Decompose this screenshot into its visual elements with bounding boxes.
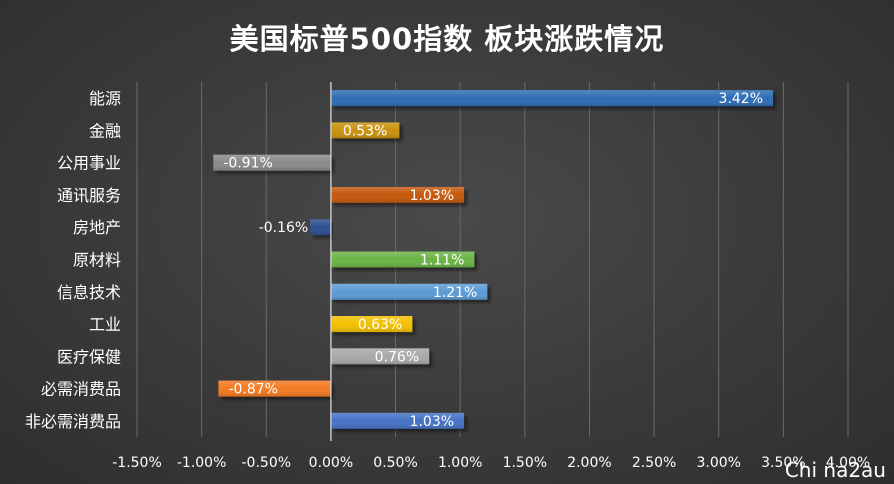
- bar-shade: [330, 283, 488, 300]
- bar-shade: [218, 380, 331, 397]
- data-label: -0.87%: [228, 382, 278, 398]
- x-tick-label: 1.00%: [438, 455, 482, 471]
- data-label: 0.76%: [375, 349, 419, 365]
- data-label: -0.16%: [259, 220, 309, 236]
- data-label: -0.91%: [223, 156, 273, 172]
- chart-title: 美国标普500指数 板块涨跌情况: [229, 22, 665, 56]
- category-label: 公用事业: [57, 154, 121, 173]
- x-tick-label: 0.00%: [309, 455, 353, 471]
- category-label: 非必需消费品: [25, 412, 121, 431]
- category-label: 信息技术: [57, 283, 121, 302]
- x-tick-label: 3.00%: [696, 455, 740, 471]
- bar-shade: [330, 186, 465, 203]
- data-label: 3.42%: [719, 91, 763, 107]
- category-label: 金融: [89, 121, 121, 140]
- data-label: 0.63%: [358, 317, 402, 333]
- axis: -1.50% -1.00% -0.50% 0.00% 0.50% 1.00% 1.50% 2.…: [25, 82, 870, 471]
- watermark: Chi na2au: [784, 458, 886, 482]
- x-tick-label: 3.50%: [761, 455, 805, 471]
- data-label: 1.11%: [420, 253, 464, 269]
- category-label: 必需消费品: [41, 380, 121, 399]
- x-tick-label: 2.00%: [567, 455, 611, 471]
- x-tick-label: 4.00%: [826, 455, 870, 471]
- x-tick-label: -1.00%: [177, 455, 227, 471]
- gridlines: [136, 82, 849, 437]
- bar-shade: [310, 219, 331, 236]
- bars: 3.42% 0.53% -0.91% 1.03% -0.16% 1.11% 1.21% 0.6…: [213, 90, 774, 430]
- x-tick-label: -1.50%: [112, 455, 162, 471]
- data-label: 1.03%: [410, 414, 454, 430]
- bar-shade: [213, 154, 331, 171]
- bar-shade: [330, 90, 774, 107]
- bar-shade: [330, 316, 413, 333]
- data-label: 1.21%: [433, 285, 477, 301]
- category-label: 医疗保健: [57, 347, 121, 366]
- data-label: 1.03%: [410, 188, 454, 204]
- x-tick-label: 2.50%: [632, 455, 676, 471]
- bar-shade: [330, 251, 475, 268]
- data-label: 0.53%: [343, 123, 387, 139]
- category-label: 工业: [89, 315, 121, 334]
- bar-shade: [330, 348, 430, 365]
- category-label: 房地产: [73, 218, 121, 237]
- category-label: 原材料: [73, 251, 121, 270]
- x-tick-label: -0.50%: [242, 455, 292, 471]
- category-label: 能源: [89, 89, 121, 108]
- x-tick-label: 0.50%: [373, 455, 417, 471]
- x-tick-label: 1.50%: [503, 455, 547, 471]
- bar-shade: [330, 412, 465, 429]
- bar-shade: [330, 122, 400, 139]
- category-label: 通讯服务: [57, 186, 121, 205]
